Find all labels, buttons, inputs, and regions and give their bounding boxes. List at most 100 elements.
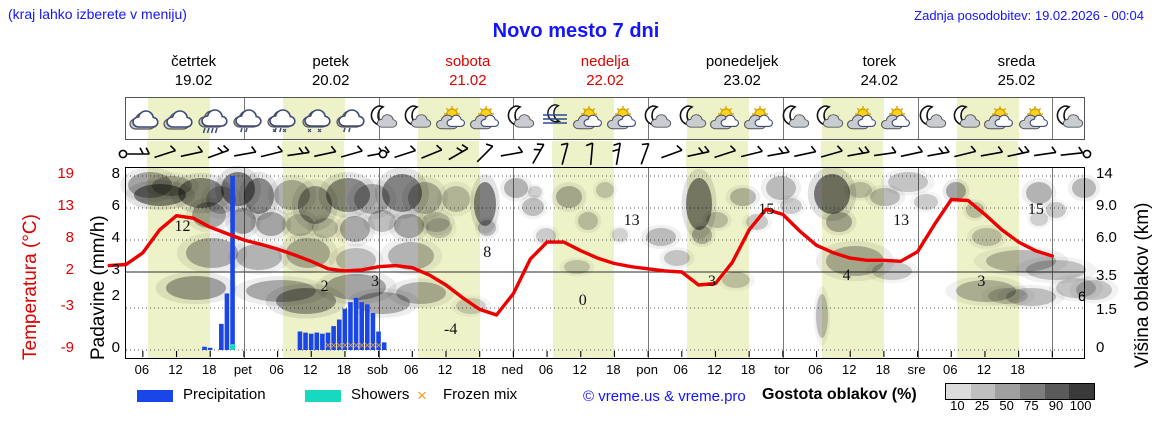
cloud-density-label-100: 100 xyxy=(1069,398,1092,413)
x-tick-06-12: 06 xyxy=(538,362,554,377)
credit-link[interactable]: © vreme.us & vreme.pro xyxy=(583,388,746,405)
night-cloudy-icon xyxy=(915,98,949,139)
light-rain-icon xyxy=(332,98,366,139)
sun-cloud-icon xyxy=(880,98,914,139)
day-separator xyxy=(243,168,245,358)
precipitation-axis: 8 6 4 3 2 0 xyxy=(98,160,120,366)
temp-value-label: 13 xyxy=(893,212,910,229)
day-separator xyxy=(378,168,380,358)
day-date: 19.02 xyxy=(174,72,213,89)
cloudy-icon xyxy=(160,98,194,139)
day-separator xyxy=(648,168,650,358)
day-separator xyxy=(1052,168,1054,358)
x-tick-12-9: 12 xyxy=(437,362,453,377)
cloud-height-axis-title: Višina oblakov (km) xyxy=(1132,202,1152,368)
svg-text:×: × xyxy=(370,340,376,352)
night-cloudy-icon xyxy=(812,98,846,139)
x-tick-tor-19: tor xyxy=(774,362,790,377)
last-update: Zadnja posodobitev: 19.02.2026 - 00:04 xyxy=(914,8,1144,23)
temperature-axis-title: Temperatura (°C) xyxy=(20,214,41,360)
precipitation-tick-4: 4 xyxy=(111,229,120,246)
weather-icon-row xyxy=(125,97,1085,140)
x-tick-06-16: 06 xyxy=(673,362,689,377)
day-separator xyxy=(917,98,919,139)
temperature-tick--3: -3 xyxy=(60,297,74,314)
day-name: nedelja xyxy=(580,53,630,70)
x-tick-12-21: 12 xyxy=(841,362,857,377)
x-tick-12-25: 12 xyxy=(976,362,992,377)
x-tick-18-26: 18 xyxy=(1010,362,1025,377)
temp-value-label: 0 xyxy=(578,292,587,310)
day-separator xyxy=(513,168,515,358)
day-name: petek xyxy=(312,53,350,70)
svg-text:×: × xyxy=(331,340,337,352)
night-cloudy-icon xyxy=(366,98,400,139)
frozen-mix-icon: × xyxy=(417,386,427,405)
x-tick-pon-15: pon xyxy=(636,362,658,377)
cloud-height-tick-14: 14 xyxy=(1096,165,1113,182)
day-date: 23.02 xyxy=(723,72,761,89)
temp-value-label: 12 xyxy=(174,218,191,236)
x-tick-12-5: 12 xyxy=(303,362,318,377)
showers-swatch xyxy=(305,390,341,402)
cloud-height-tick-1.5: 1.5 xyxy=(1096,301,1117,318)
cloud-density-colorbar xyxy=(945,383,1095,400)
x-tick-sob-7: sob xyxy=(367,362,389,377)
day-date: 24.02 xyxy=(860,72,899,89)
night-cloudy-icon xyxy=(1052,98,1086,139)
sun-cloud-icon xyxy=(435,98,469,139)
x-tick-18-10: 18 xyxy=(471,362,486,377)
day-header-3: sobota 21.02 xyxy=(399,52,536,90)
daylight-band xyxy=(148,168,211,358)
sun-cloud-icon xyxy=(572,98,606,139)
page-title: Novo mesto 7 dni xyxy=(492,20,660,42)
svg-text:×: × xyxy=(359,340,365,352)
temp-value-label: 3 xyxy=(707,272,716,290)
legend: Precipitation Showers × Frozen mix xyxy=(125,386,1085,408)
daylight-band xyxy=(687,168,750,358)
x-tick-18-2: 18 xyxy=(201,362,217,377)
location-hint: (kraj lahko izberete v meniju) xyxy=(8,6,187,22)
x-tick-06-0: 06 xyxy=(134,362,150,377)
night-cloudy-icon xyxy=(640,98,674,139)
snow-rain-icon xyxy=(297,98,331,139)
svg-text:×: × xyxy=(347,340,353,352)
temperature-tick-2: 2 xyxy=(65,261,74,278)
temp-value-label: 3 xyxy=(977,272,986,290)
x-tick-06-4: 06 xyxy=(269,362,284,377)
legend-label-showers: Showers xyxy=(351,386,410,403)
temp-value-label: 15 xyxy=(1027,201,1044,219)
day-separator xyxy=(1052,98,1054,139)
cloud-height-tick-3.5: 3.5 xyxy=(1096,267,1117,284)
day-header-row: četrtek 19.02 petek 20.02 sobota 21.02 nedelja… xyxy=(125,52,1085,94)
x-tick-18-22: 18 xyxy=(875,362,891,377)
svg-text:×: × xyxy=(364,340,370,352)
cloud-density-title: Gostota oblakov (%) xyxy=(762,386,917,403)
day-separator xyxy=(917,168,919,358)
precipitation-tick-3: 3 xyxy=(111,261,120,278)
svg-text:×: × xyxy=(336,340,342,352)
day-name: torek xyxy=(862,53,896,70)
daylight-band xyxy=(822,168,884,358)
svg-text:×: × xyxy=(353,340,359,352)
x-axis-tick-labels: 06 12 18 pet 06 12 18 sob 06 12 18 ned 06 12 18 pon 06 12… xyxy=(125,362,1085,380)
precipitation-tick-2: 2 xyxy=(111,287,120,304)
day-header-6: torek 24.02 xyxy=(811,52,948,90)
x-tick-18-18: 18 xyxy=(740,362,756,377)
temperature-axis: 19 13 8 2 -3 -9 xyxy=(40,160,74,366)
day-name: ponedeljek xyxy=(705,53,779,70)
night-cloudy-icon xyxy=(503,98,537,139)
day-date: 25.02 xyxy=(997,72,1036,89)
x-tick-sre-23: sre xyxy=(907,362,926,377)
day-header-4: nedelja 22.02 xyxy=(536,52,673,90)
x-tick-12-17: 12 xyxy=(707,362,722,377)
daylight-band xyxy=(282,141,344,167)
rain-icon xyxy=(195,98,229,139)
day-date: 22.02 xyxy=(586,72,624,89)
day-header-2: petek 20.02 xyxy=(262,52,399,90)
daylight-band xyxy=(552,168,615,358)
sun-cloud-icon xyxy=(606,98,640,139)
temp-value-label: 2 xyxy=(320,278,329,295)
plot-canvas: × × × × × × × × × × xyxy=(107,166,1119,357)
cloud-density-label-50: 50 xyxy=(999,398,1014,413)
